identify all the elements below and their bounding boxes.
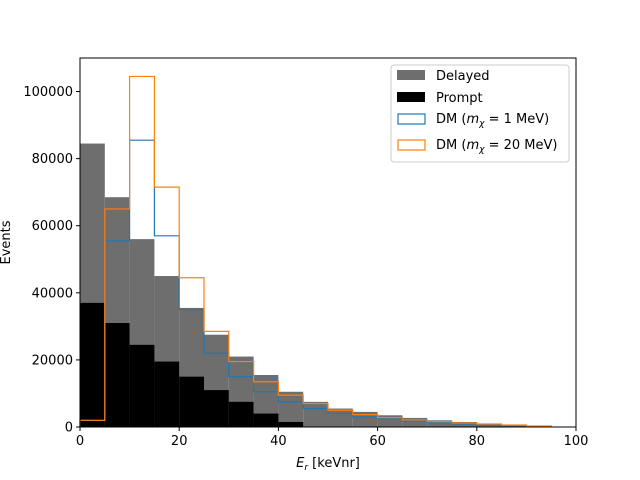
x-tick-label: 60	[369, 434, 386, 449]
axis-ticks: 0 20 40 60 80 100 0 20000 40000 60000 80000 100000	[23, 85, 588, 449]
bar-prompt-7	[253, 413, 279, 427]
bar-delayed-10	[328, 408, 353, 427]
filled-bars	[80, 143, 527, 428]
legend-label: DM (mχ = 20 MeV)	[436, 138, 557, 155]
legend-box	[390, 64, 570, 163]
bar-prompt-0	[80, 302, 105, 427]
bar-delayed-13	[402, 417, 428, 427]
x-axis-label: Er [keVnr]	[296, 456, 360, 473]
plot-frame	[79, 57, 577, 428]
y-tick-label: 40000	[32, 286, 73, 301]
legend: Delayed Prompt DM (mχ = 1 MeV) DM (mχ = 20 …	[390, 64, 570, 163]
bar-prompt-5	[204, 390, 229, 427]
y-axis-label: Events	[0, 220, 14, 264]
legend-swatch-delayed	[397, 70, 425, 80]
x-tick-label: 20	[171, 434, 188, 449]
y-tick-label: 20000	[32, 353, 73, 368]
bar-delayed-12	[377, 415, 403, 427]
y-tick-label: 80000	[32, 152, 73, 167]
step-lines	[79, 75, 552, 427]
legend-label: Delayed	[436, 69, 490, 84]
legend-label: DM (mχ = 1 MeV)	[436, 112, 549, 129]
bar-delayed-8	[278, 391, 304, 427]
x-tick-label: 80	[469, 434, 486, 449]
y-tick-label: 60000	[32, 219, 73, 234]
y-tick-label: 100000	[23, 85, 73, 100]
y-tick-label: 0	[65, 421, 73, 436]
bar-prompt-4	[179, 376, 204, 427]
x-tick-label: 40	[270, 434, 287, 449]
bar-prompt-2	[129, 344, 155, 427]
bar-prompt-8	[278, 421, 304, 427]
bar-prompt-6	[228, 401, 254, 427]
step-series-2	[79, 75, 552, 427]
bar-prompt-3	[154, 361, 180, 427]
legend-swatch-prompt	[397, 92, 425, 102]
x-tick-label: 100	[564, 434, 589, 449]
legend-swatch-dm-1	[397, 113, 426, 125]
legend-swatch-dm-2	[397, 139, 426, 151]
x-tick-label: 0	[76, 434, 84, 449]
legend-label: Prompt	[436, 91, 483, 106]
bar-delayed-14	[427, 420, 452, 427]
bar-delayed-9	[303, 401, 328, 427]
bar-delayed-11	[352, 411, 378, 427]
bar-prompt-1	[104, 323, 130, 427]
